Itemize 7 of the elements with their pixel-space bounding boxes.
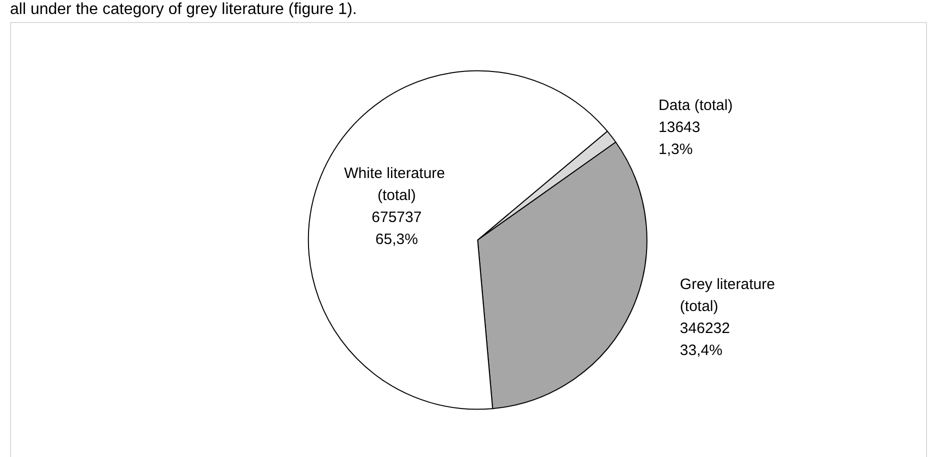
data-label: 675737 65,3% <box>372 209 422 248</box>
slice-label: Grey literature (total) <box>680 276 780 315</box>
text: all under the category of grey literature (figure 1). <box>10 0 357 20</box>
slice-label: White literature (total) <box>344 165 450 204</box>
slice-label: Data (total) <box>658 96 733 114</box>
data-label: 346232 33,4% <box>680 320 730 359</box>
data-label: 13643 1,3% <box>658 118 700 158</box>
